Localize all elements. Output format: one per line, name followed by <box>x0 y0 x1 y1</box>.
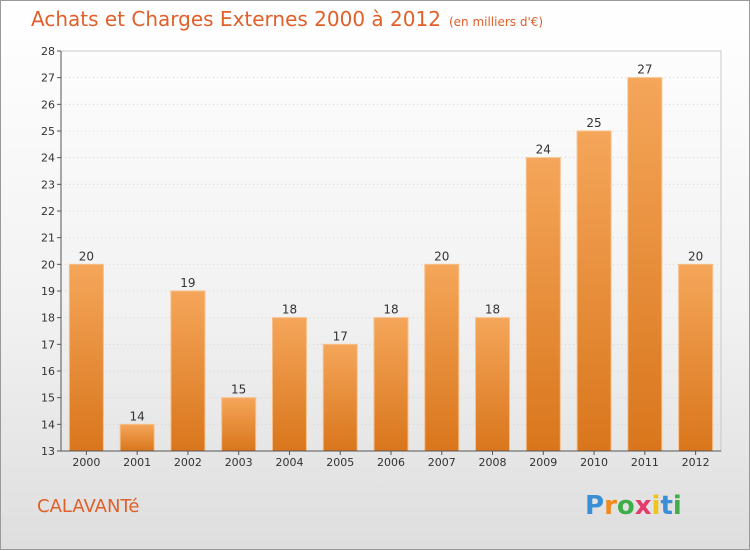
bar-2007 <box>424 263 460 452</box>
axes <box>57 50 721 455</box>
y-tick-label: 23 <box>41 178 55 191</box>
bar-2009 <box>525 157 561 452</box>
x-tick-label: 2006 <box>377 456 405 469</box>
data-label: 18 <box>383 303 398 317</box>
y-tick-label: 27 <box>41 72 55 85</box>
x-tick-label: 2008 <box>479 456 507 469</box>
bar-2005 <box>322 343 358 452</box>
logo-letter: t <box>660 491 673 521</box>
data-label: 27 <box>637 63 652 77</box>
chart-title: Achats et Charges Externes 2000 à 2012 (e… <box>31 7 543 31</box>
bar-2008 <box>475 317 511 452</box>
bar-2001 <box>119 423 155 452</box>
x-tick-label: 2010 <box>580 456 608 469</box>
data-label: 19 <box>180 276 195 290</box>
x-tick-label: 2011 <box>631 456 659 469</box>
y-tick-label: 28 <box>41 45 55 58</box>
data-label: 24 <box>536 143 551 157</box>
x-tick-label: 2007 <box>428 456 456 469</box>
x-tick-label: 2012 <box>682 456 710 469</box>
y-tick-label: 20 <box>41 258 55 271</box>
labels: 13 14 15 16 17 18 19 20 21 22 23 24 25 26 27 28 20 2000 14… <box>41 45 710 469</box>
bar-2004 <box>271 317 307 452</box>
logo-letter: i <box>651 491 661 521</box>
y-tick-label: 14 <box>41 418 55 431</box>
proxiti-logo: Proxiti <box>585 491 682 521</box>
y-tick-label: 25 <box>41 125 55 138</box>
chart-title-text: Achats et Charges Externes 2000 à 2012 <box>31 7 441 31</box>
x-tick-label: 2001 <box>123 456 151 469</box>
logo-letter: x <box>634 491 652 521</box>
place-name: CALAVANTé <box>37 496 140 517</box>
bar-2011 <box>627 77 663 452</box>
logo-letter: o <box>616 491 635 521</box>
data-label: 15 <box>231 383 246 397</box>
bar-2002 <box>170 290 206 452</box>
logo-letter: P <box>585 491 605 521</box>
chart-unit: (en milliers d'€) <box>448 15 544 29</box>
data-label: 14 <box>130 409 145 423</box>
data-label: 18 <box>282 303 297 317</box>
y-tick-label: 26 <box>41 98 55 111</box>
bar-2010 <box>576 130 612 452</box>
x-tick-label: 2000 <box>72 456 100 469</box>
bar-2003 <box>221 397 257 452</box>
y-tick-label: 18 <box>41 312 55 325</box>
y-tick-label: 22 <box>41 205 55 218</box>
data-label: 18 <box>485 303 500 317</box>
data-label: 17 <box>333 329 348 343</box>
bar-2012 <box>678 263 714 452</box>
x-tick-label: 2005 <box>326 456 354 469</box>
x-tick-label: 2009 <box>529 456 557 469</box>
data-label: 20 <box>688 249 703 263</box>
y-tick-label: 16 <box>41 365 55 378</box>
x-tick-label: 2004 <box>275 456 303 469</box>
logo-letter: r <box>604 491 617 521</box>
logo-letter: i <box>672 491 682 521</box>
y-tick-label: 21 <box>41 232 55 245</box>
y-tick-label: 13 <box>41 445 55 458</box>
bars <box>68 77 714 452</box>
y-tick-label: 24 <box>41 152 55 165</box>
data-label: 20 <box>79 249 94 263</box>
bar-2000 <box>68 263 104 452</box>
y-tick-label: 19 <box>41 285 55 298</box>
bar-2006 <box>373 317 409 452</box>
x-tick-label: 2003 <box>225 456 253 469</box>
x-tick-label: 2002 <box>174 456 202 469</box>
data-label: 20 <box>434 249 449 263</box>
y-tick-label: 15 <box>41 392 55 405</box>
y-tick-label: 17 <box>41 338 55 351</box>
data-label: 25 <box>586 116 601 130</box>
